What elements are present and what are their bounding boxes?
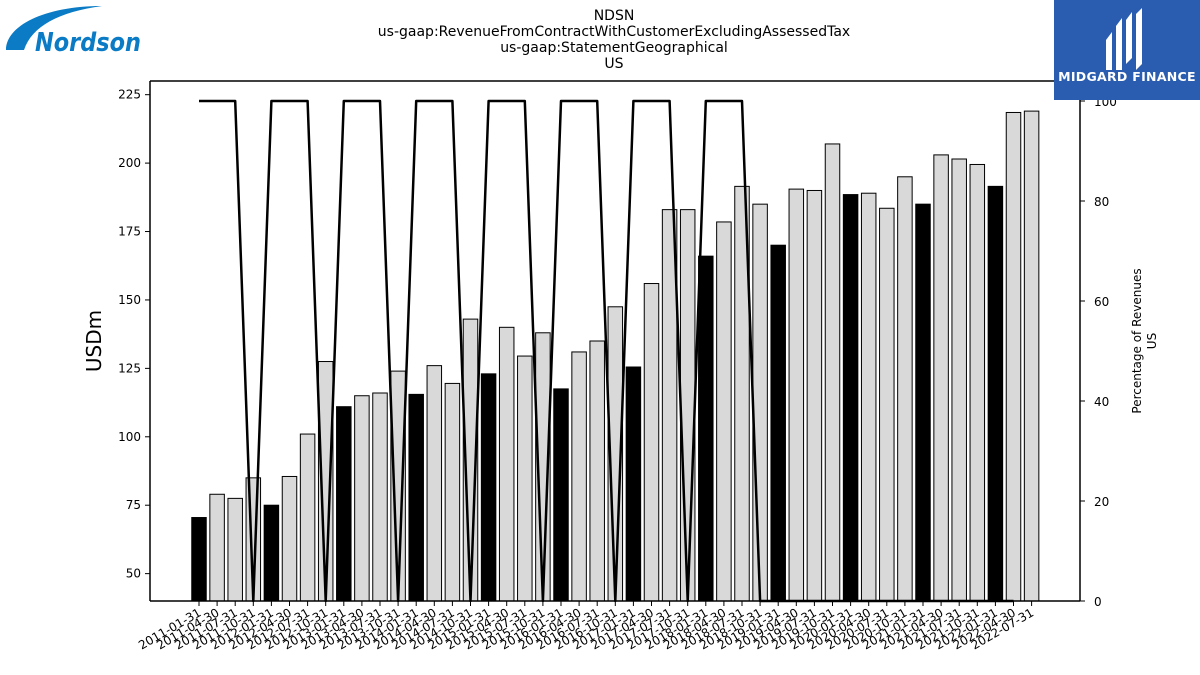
y-axis-label-right: Percentage of Revenues US (1130, 268, 1159, 413)
bar-2020-04-30 (860, 192, 877, 602)
bar-2016-07-31 (589, 340, 605, 602)
bar-2016-04-30 (571, 351, 587, 602)
nordson-logo: Nordson (4, 4, 146, 58)
bar-2019-07-31 (806, 189, 823, 602)
nordson-swoosh-icon (6, 6, 102, 50)
bar-series (191, 110, 1040, 602)
bar-2013-07-31 (372, 392, 388, 602)
bar-2016-01-31 (553, 388, 569, 602)
y-axis-label-left: USDm (82, 310, 106, 372)
right-tick-label-0: 0 (1094, 595, 1102, 609)
left-tick-label-50: 50 (126, 567, 141, 581)
bar-2011-04-30 (209, 493, 225, 602)
bar-2017-04-30 (643, 283, 660, 602)
bar-2021-10-31 (969, 163, 986, 602)
bar-2020-01-31 (842, 194, 859, 602)
bar-2022-01-31 (987, 185, 1004, 602)
bar-2020-10-31 (897, 176, 913, 602)
bar-2012-01-31 (263, 504, 280, 602)
left-tick-label-150: 150 (118, 293, 141, 307)
bar-2021-01-31 (915, 203, 931, 602)
right-tick-label-80: 80 (1094, 195, 1109, 209)
x-ticks: 2011-01-312011-04-302011-07-312011-10-31… (136, 601, 1036, 652)
bar-2017-10-31 (679, 209, 696, 602)
bar-2011-01-31 (191, 517, 207, 602)
bar-2019-04-30 (788, 188, 805, 602)
bar-2015-01-31 (480, 373, 497, 602)
left-tick-label-200: 200 (118, 156, 141, 170)
midgard-finance-logo: MIDGARD FINANCE (1054, 0, 1200, 100)
bar-2011-07-31 (227, 497, 243, 602)
left-tick-label-125: 125 (118, 361, 141, 375)
bar-2022-07-31 (1023, 110, 1040, 602)
left-tick-label-75: 75 (126, 498, 141, 512)
nordson-logo-text: Nordson (35, 28, 141, 56)
bar-2013-04-30 (354, 395, 370, 602)
y-axis-label-right-line-2: US (1145, 333, 1159, 349)
bar-2021-07-31 (951, 158, 967, 602)
bar-2013-01-31 (336, 406, 352, 602)
bar-2012-07-31 (299, 433, 316, 602)
bar-2014-04-30 (426, 365, 443, 602)
bar-2014-07-31 (444, 382, 461, 602)
right-tick-label-40: 40 (1094, 395, 1109, 409)
left-tick-label-175: 175 (118, 225, 141, 239)
y-axis-label-right-line-1: Percentage of Revenues (1130, 268, 1144, 413)
bar-2014-01-31 (408, 393, 424, 602)
bar-2017-01-31 (625, 366, 642, 602)
title-line-3: us-gaap:StatementGeographical (500, 40, 728, 56)
midgard-finance-logo-text: MIDGARD FINANCE (1058, 69, 1196, 84)
left-y-ticks: 50 75 100 125 150 175 200 225 (118, 88, 150, 581)
left-tick-label-100: 100 (118, 430, 141, 444)
bar-2019-10-31 (824, 143, 841, 602)
right-tick-label-20: 20 (1094, 495, 1109, 509)
chart-title: NDSN us-gaap:RevenueFromContractWithCust… (378, 8, 850, 72)
title-line-4: US (604, 56, 623, 72)
left-tick-label-225: 225 (118, 88, 141, 102)
bar-2020-07-31 (879, 207, 895, 602)
bar-2018-01-31 (698, 255, 714, 602)
bar-2018-04-30 (716, 221, 732, 602)
bar-2019-01-31 (770, 244, 786, 602)
right-tick-label-60: 60 (1094, 295, 1109, 309)
bar-2012-04-30 (281, 475, 298, 602)
bar-2015-07-31 (517, 355, 533, 602)
title-line-1: NDSN (594, 8, 635, 24)
bar-2015-04-30 (498, 326, 515, 602)
title-line-2: us-gaap:RevenueFromContractWithCustomerE… (378, 24, 850, 40)
bar-2018-10-31 (752, 203, 768, 602)
midgard-mark-icon (1106, 8, 1142, 70)
bar-2021-04-30 (933, 154, 949, 602)
bar-2022-04-30 (1005, 111, 1022, 602)
